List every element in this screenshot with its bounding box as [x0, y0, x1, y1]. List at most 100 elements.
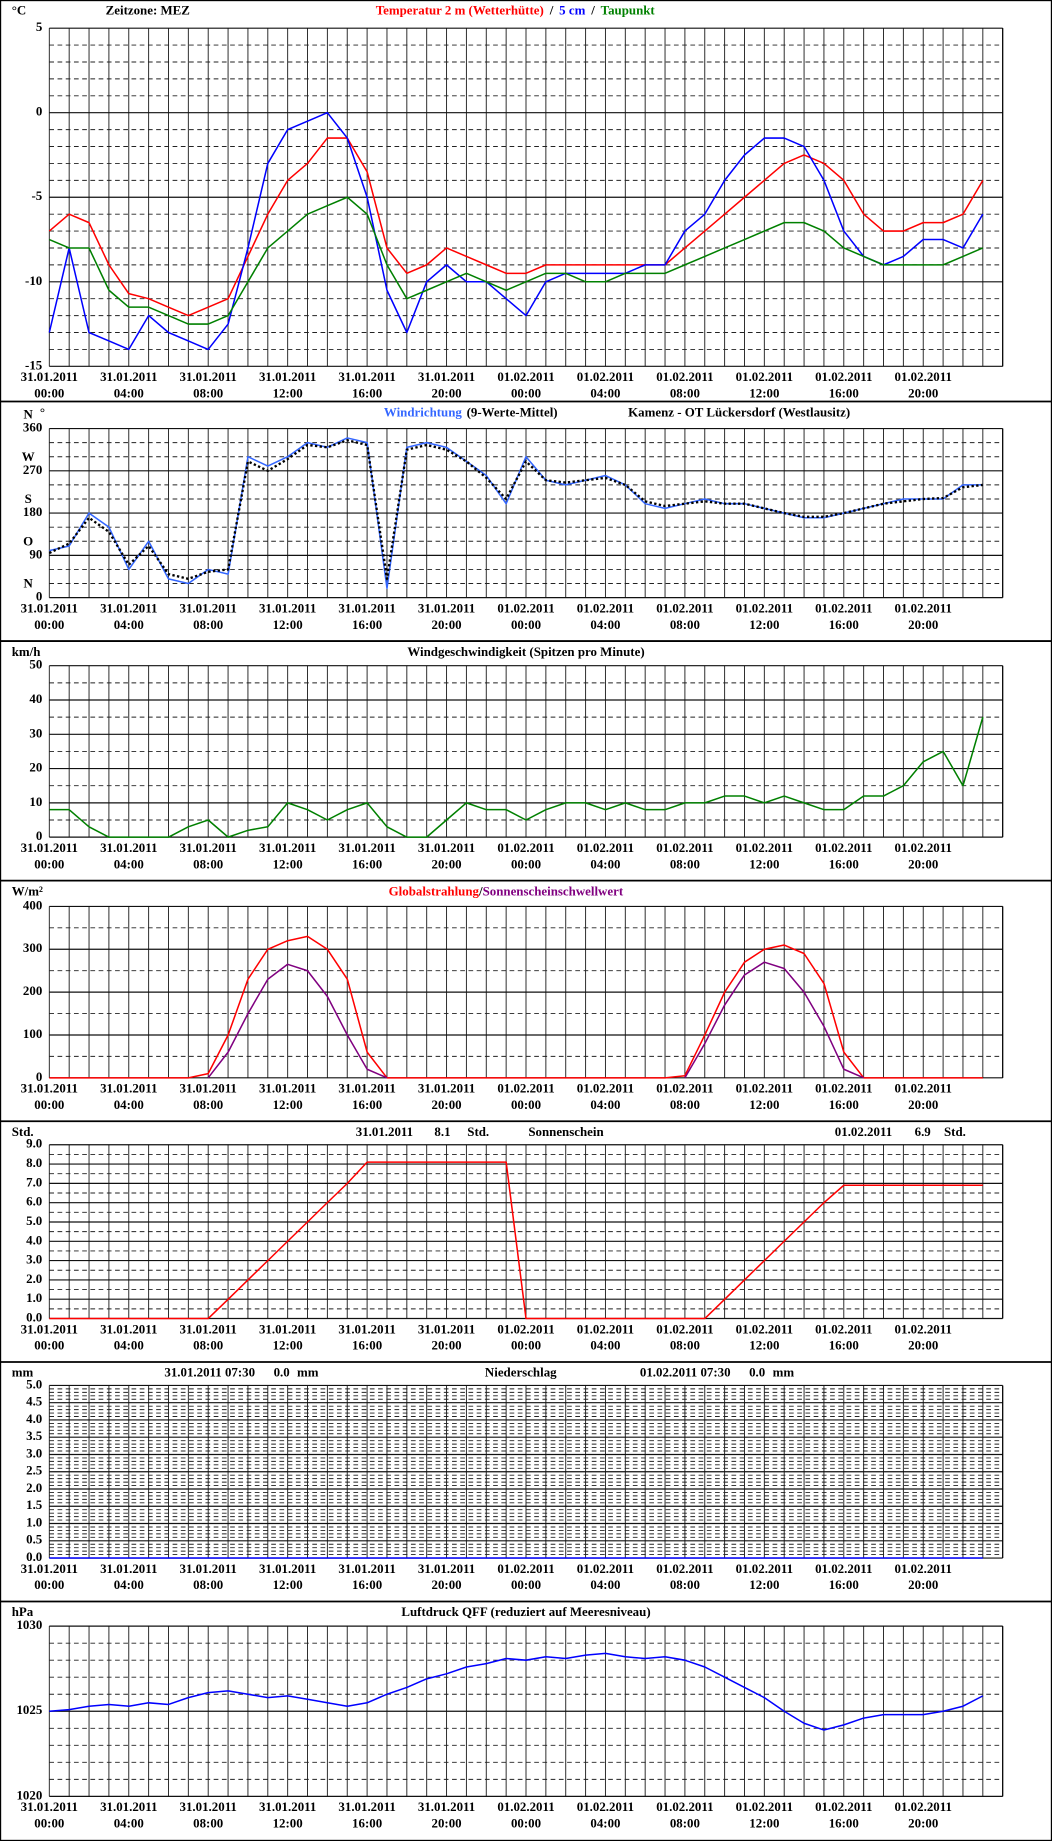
x-tick-label: 01.02.2011 04:00 — [577, 1561, 634, 1592]
annotation: 31.01.2011 — [356, 1124, 413, 1139]
x-tick-label: 01.02.2011 16:00 — [815, 1321, 872, 1352]
y-tick-label: -15 — [25, 357, 42, 372]
y-tick-label: 4.0 — [26, 1232, 42, 1247]
x-tick-label: 31.01.2011 16:00 — [338, 1321, 395, 1352]
x-tick-label: 01.02.2011 16:00 — [815, 840, 872, 871]
x-tick-label: 31.01.2011 00:00 — [21, 600, 78, 631]
x-tick-label: 01.02.2011 00:00 — [497, 369, 554, 400]
y-tick-label: 20 — [29, 760, 42, 775]
x-tick-label: 01.02.2011 00:00 — [497, 1321, 554, 1352]
y-tick-label: 5 — [36, 19, 42, 34]
x-tick-label: 31.01.2011 08:00 — [180, 1081, 237, 1112]
legend-entry: Sonnenscheinschwellwert — [483, 883, 624, 898]
x-tick-label: 31.01.2011 00:00 — [21, 1799, 78, 1830]
legend-entry: (9-Werte-Mittel) — [467, 404, 558, 419]
y-tick-label: 1030 — [16, 1617, 42, 1632]
x-tick-label: 31.01.2011 00:00 — [21, 1561, 78, 1592]
y-tick-label: 1020 — [16, 1787, 42, 1802]
x-tick-label: 31.01.2011 20:00 — [418, 1799, 475, 1830]
annotation: 0.0 — [749, 1365, 765, 1380]
legend: Windrichtung (9-Werte-Mittel) — [384, 404, 558, 419]
x-tick-label: 01.02.2011 08:00 — [656, 600, 713, 631]
x-tick-label: 31.01.2011 08:00 — [180, 1799, 237, 1830]
y-tick-label: 7.0 — [26, 1174, 42, 1189]
y-tick-label: 50 — [29, 657, 42, 672]
y-tick-label: 1.0 — [26, 1514, 42, 1529]
y-tick-label: 40 — [29, 691, 42, 706]
x-tick-label: 01.02.2011 00:00 — [497, 840, 554, 871]
y-tick-label: 5.0 — [26, 1376, 42, 1391]
x-tick-label: 31.01.2011 04:00 — [100, 1081, 157, 1112]
series-line — [49, 935, 983, 1079]
x-tick-label: 31.01.2011 20:00 — [418, 1081, 475, 1112]
x-tick-label: 01.02.2011 00:00 — [497, 1081, 554, 1112]
y-tick-label: 0 — [36, 104, 42, 119]
x-tick-label: 31.01.2011 00:00 — [21, 369, 78, 400]
y-direction-label: S — [25, 491, 32, 506]
x-tick-label: 01.02.2011 04:00 — [577, 840, 634, 871]
x-tick-label: 31.01.2011 20:00 — [418, 369, 475, 400]
y-tick-label: 1.0 — [26, 1290, 42, 1305]
legend: Temperatur 2 m (Wetterhütte) / 5 cm / Taupun… — [376, 3, 656, 18]
y-tick-label: 2.0 — [26, 1271, 42, 1286]
x-tick-label: 31.01.2011 20:00 — [418, 840, 475, 871]
x-tick-label: 01.02.2011 04:00 — [577, 1321, 634, 1352]
annotation: 0.0 — [274, 1365, 290, 1380]
x-tick-label: 31.01.2011 20:00 — [418, 1321, 475, 1352]
chart-title: Niederschlag — [485, 1365, 557, 1380]
x-tick-label: 01.02.2011 00:00 — [497, 600, 554, 631]
y-tick-label: 0 — [36, 828, 42, 843]
x-tick-label: 31.01.2011 08:00 — [180, 600, 237, 631]
y-tick-label: 300 — [23, 940, 42, 955]
x-tick-label: 31.01.2011 12:00 — [259, 600, 316, 631]
y-tick-label: 3.0 — [26, 1252, 42, 1267]
x-tick-label: 31.01.2011 16:00 — [338, 1081, 395, 1112]
annotation: 01.02.2011 — [835, 1124, 892, 1139]
y-tick-label: 0 — [36, 1069, 42, 1084]
x-tick-label: 31.01.2011 08:00 — [180, 1321, 237, 1352]
x-tick-label: 01.02.2011 12:00 — [736, 1799, 793, 1830]
y-unit: ° — [40, 404, 45, 419]
series-line — [49, 1161, 983, 1320]
x-tick-label: 31.01.2011 12:00 — [259, 1321, 316, 1352]
y-direction-label: O — [23, 533, 33, 548]
x-tick-label: 01.02.2011 16:00 — [815, 1081, 872, 1112]
x-tick-label: 01.02.2011 00:00 — [497, 1561, 554, 1592]
x-tick-label: 31.01.2011 16:00 — [338, 1799, 395, 1830]
x-tick-label: 01.02.2011 08:00 — [656, 369, 713, 400]
x-tick-label: 01.02.2011 12:00 — [736, 1561, 793, 1592]
x-tick-label: 31.01.2011 04:00 — [100, 1321, 157, 1352]
x-tick-label: 01.02.2011 08:00 — [656, 840, 713, 871]
x-tick-label: 01.02.2011 08:00 — [656, 1561, 713, 1592]
legend: Globalstrahlung/Sonnenscheinschwellwert — [389, 883, 624, 898]
y-tick-label: 9.0 — [26, 1136, 42, 1151]
station: Kamenz - OT Lückersdorf (Westlausitz) — [628, 404, 850, 419]
y-tick-label: 30 — [29, 725, 42, 740]
x-tick-label: 31.01.2011 20:00 — [418, 600, 475, 631]
series-line — [207, 961, 864, 1079]
y-tick-label: 270 — [23, 462, 42, 477]
note: Zeitzone: MEZ — [106, 3, 190, 18]
series-line — [49, 1652, 984, 1731]
x-tick-label: 01.02.2011 12:00 — [736, 840, 793, 871]
x-tick-label: 01.02.2011 20:00 — [895, 600, 952, 631]
annotation: 01.02.2011 07:30 — [640, 1365, 731, 1380]
chart-title: Luftdruck QFF (reduziert auf Meeresnivea… — [401, 1604, 650, 1619]
x-tick-label: 31.01.2011 12:00 — [259, 1561, 316, 1592]
annotation: 8.1 — [434, 1124, 450, 1139]
x-tick-label: 01.02.2011 08:00 — [656, 1081, 713, 1112]
y-tick-label: 6.0 — [26, 1194, 42, 1209]
y-tick-label: 0.0 — [26, 1549, 42, 1564]
series-line — [49, 196, 984, 325]
y-tick-label: 360 — [23, 420, 42, 435]
annotation: Std. — [944, 1124, 966, 1139]
x-tick-label: 31.01.2011 00:00 — [21, 1321, 78, 1352]
x-tick-label: 01.02.2011 20:00 — [895, 1799, 952, 1830]
x-tick-label: 31.01.2011 16:00 — [338, 1561, 395, 1592]
y-unit: °C — [12, 3, 26, 18]
x-tick-label: 31.01.2011 12:00 — [259, 369, 316, 400]
x-tick-label: 31.01.2011 16:00 — [338, 369, 395, 400]
x-tick-label: 01.02.2011 04:00 — [577, 1799, 634, 1830]
